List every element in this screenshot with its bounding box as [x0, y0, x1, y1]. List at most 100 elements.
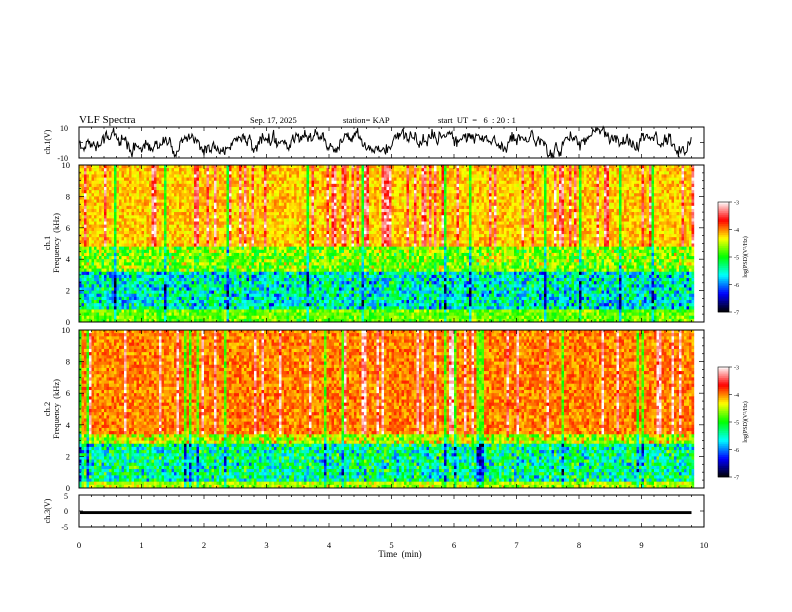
spectrogram-cell	[131, 246, 135, 250]
spectrogram-cell	[109, 290, 112, 294]
spectrogram-cell	[286, 262, 290, 266]
spectrogram-cell	[101, 168, 105, 172]
spectrogram-cell	[179, 171, 182, 175]
spectrogram-cell	[241, 202, 245, 207]
spectrogram-cell	[94, 278, 97, 282]
spectrogram-cell	[246, 287, 250, 291]
spectrogram-cell	[244, 290, 247, 294]
spectrogram-cell	[279, 218, 282, 222]
spectrogram-cell	[251, 237, 255, 241]
spectrogram-cell	[84, 300, 87, 304]
spectrogram-cell	[191, 199, 195, 203]
ch1-waveform-ytick-top: 10	[60, 124, 68, 133]
spectrogram-cell	[261, 252, 265, 257]
spectrogram-cell	[104, 196, 107, 200]
spectrogram-cell	[256, 256, 260, 260]
spectrogram-cell	[109, 237, 112, 241]
spectrogram-cell	[236, 180, 240, 185]
spectrogram-cell	[169, 312, 172, 316]
spectrogram-cell	[106, 274, 110, 279]
spectrogram-cell	[81, 303, 85, 307]
spectrogram-cell	[171, 271, 175, 276]
spectrogram-cell	[221, 296, 225, 301]
spectrogram-cell	[209, 284, 212, 288]
spectrogram-cell	[229, 208, 232, 213]
spectrogram-cell	[244, 227, 247, 232]
spectrogram-cell	[99, 218, 102, 222]
spectrogram-cell	[286, 281, 290, 285]
spectrogram-cell	[131, 190, 135, 194]
spectrogram-cell	[314, 246, 317, 250]
spectrogram-cell	[179, 177, 182, 181]
spectrogram-cell	[311, 186, 315, 191]
spectrogram-cell	[254, 199, 257, 203]
spectrogram-cell	[224, 240, 227, 244]
spectrogram-cell	[124, 243, 127, 247]
spectrogram-cell	[291, 287, 295, 291]
spectrogram-cell	[316, 230, 320, 235]
spectrogram-cell	[269, 309, 272, 313]
spectrogram-cell	[224, 315, 227, 320]
spectrogram-cell	[266, 183, 270, 188]
spectrogram-cell	[264, 221, 267, 225]
spectrogram-cell	[201, 306, 205, 310]
spectrogram-cell	[79, 165, 82, 169]
spectrogram-cell	[124, 218, 127, 222]
spectrogram-cell	[159, 290, 162, 294]
spectrogram-cell	[289, 309, 292, 313]
spectrogram-cell	[189, 183, 192, 188]
spectrogram-cell	[81, 205, 85, 210]
spectrogram-cell	[139, 180, 142, 185]
spectrogram-cell	[119, 199, 122, 203]
spectrogram-cell	[141, 177, 145, 181]
spectrogram-cell	[254, 183, 257, 188]
spectrogram-cell	[184, 230, 187, 235]
spectrogram-cell	[256, 309, 260, 313]
spectrogram-cell	[261, 265, 265, 269]
spectrogram-cell	[91, 262, 95, 266]
spectrogram-cell	[211, 281, 215, 285]
spectrogram-cell	[236, 218, 240, 222]
spectrogram-cell	[106, 303, 110, 307]
spectrogram-cell	[176, 190, 180, 194]
spectrogram-cell	[106, 268, 110, 272]
spectrogram-cell	[181, 218, 185, 222]
spectrogram-cell	[89, 224, 92, 228]
spectrogram-cell	[199, 221, 202, 225]
spectrogram-cell	[131, 177, 135, 181]
spectrogram-cell	[174, 300, 177, 304]
spectrogram-cell	[316, 268, 320, 272]
spectrogram-cell	[249, 196, 252, 200]
spectrogram-cell	[276, 240, 280, 244]
spectrogram-cell	[226, 215, 230, 219]
spectrogram-cell	[156, 309, 160, 313]
spectrogram-cell	[301, 234, 305, 238]
spectrogram-cell	[149, 300, 152, 304]
spectrogram-cell	[224, 165, 227, 169]
spectrogram-cell	[276, 227, 280, 232]
spectrogram-cell	[259, 271, 262, 276]
spectrogram-cell	[311, 300, 315, 304]
spectrogram-cell	[91, 312, 95, 316]
spectrogram-cell	[176, 256, 180, 260]
spectrogram-cell	[291, 177, 295, 181]
spectrogram-cell	[229, 230, 232, 235]
spectrogram-cell	[154, 199, 157, 203]
spectrogram-cell	[111, 205, 115, 210]
spectrogram-cell	[259, 205, 262, 210]
spectrogram-cell	[196, 168, 200, 172]
spectrogram-cell	[109, 212, 112, 216]
spectrogram-cell	[271, 281, 275, 285]
spectrogram-cell	[211, 293, 215, 298]
spectrogram-cell	[101, 256, 105, 260]
spectrogram-cell	[181, 315, 185, 320]
spectrogram-cell	[294, 268, 297, 272]
spectrogram-cell	[299, 227, 302, 232]
spectrogram-cell	[291, 303, 295, 307]
spectrogram-cell	[249, 259, 252, 263]
spectrogram-cell	[216, 312, 220, 316]
spectrogram-cell	[196, 296, 200, 301]
spectrogram-cell	[116, 208, 120, 213]
spectrogram-cell	[104, 168, 107, 172]
spectrogram-cell	[296, 306, 300, 310]
